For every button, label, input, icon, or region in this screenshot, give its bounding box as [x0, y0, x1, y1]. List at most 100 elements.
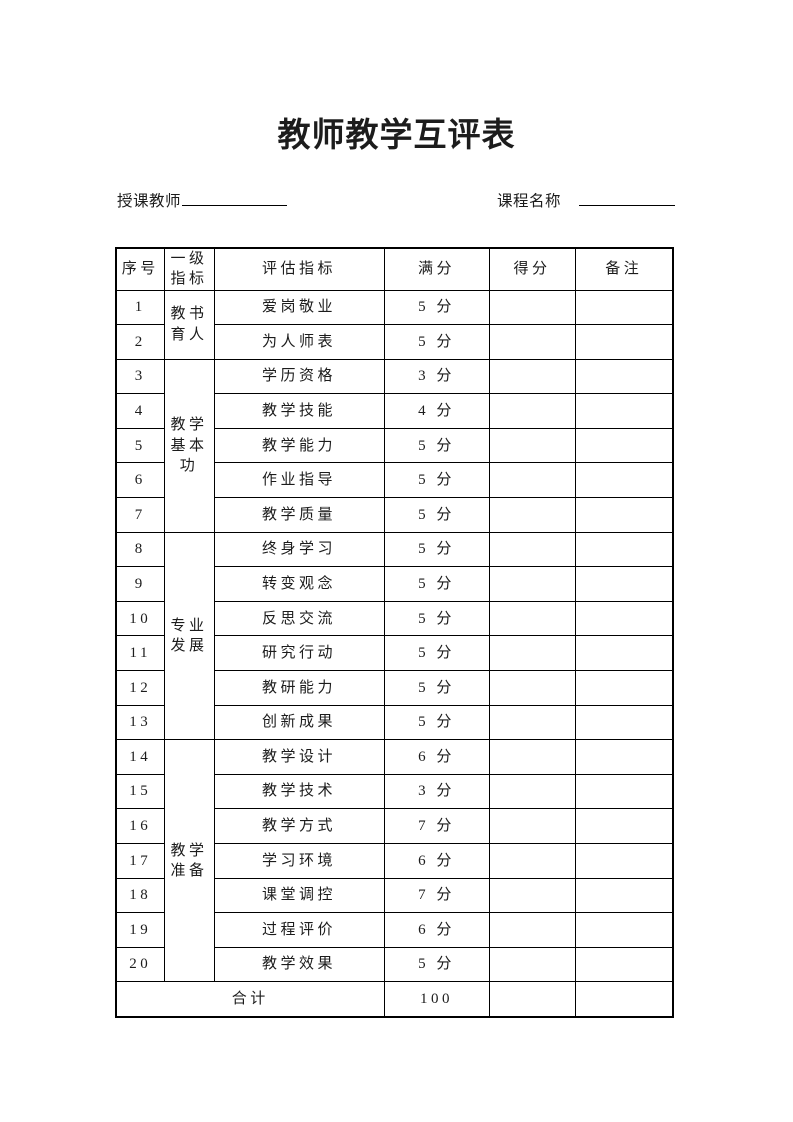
- score-cell[interactable]: [488, 912, 576, 948]
- score-cell[interactable]: [488, 600, 576, 637]
- indicator-cell: 作业指导: [213, 462, 385, 499]
- note-cell[interactable]: [574, 531, 674, 568]
- full-score-cell: 5 分: [383, 497, 490, 533]
- note-cell[interactable]: [574, 462, 674, 499]
- full-score-cell: 5 分: [383, 427, 490, 464]
- table-row: 13 创新成果 5 分: [115, 704, 674, 741]
- row-number: 5: [115, 427, 165, 464]
- full-score-cell: 6 分: [383, 843, 490, 879]
- table-row: 5 教学能力 5 分: [115, 427, 674, 464]
- table-row: 18 课堂调控 7 分: [115, 877, 674, 914]
- note-cell[interactable]: [574, 843, 674, 879]
- table-row: 16 教学方式 7 分: [115, 808, 674, 844]
- row-number: 11: [115, 635, 165, 672]
- table-row: 10 反思交流 5 分: [115, 600, 674, 637]
- score-cell[interactable]: [488, 462, 576, 499]
- row-number: 6: [115, 462, 165, 499]
- score-cell[interactable]: [488, 427, 576, 464]
- note-cell[interactable]: [574, 877, 674, 914]
- full-score-cell: 5 分: [383, 462, 490, 499]
- page-title: 教师教学互评表: [277, 118, 516, 154]
- header-note: 备注: [574, 247, 674, 291]
- score-cell[interactable]: [488, 773, 576, 810]
- table-row: 1 教书育人 爱岗敬业 5 分: [115, 289, 674, 360]
- table-row: 3 教学基本功 学历资格 3 分: [115, 358, 674, 533]
- note-cell[interactable]: [574, 739, 674, 775]
- note-cell[interactable]: [574, 670, 674, 706]
- total-label-cell: 合计: [115, 981, 385, 1018]
- note-cell[interactable]: [574, 946, 674, 983]
- score-cell[interactable]: [488, 497, 576, 533]
- score-cell[interactable]: [488, 289, 576, 326]
- score-cell[interactable]: [488, 739, 576, 775]
- full-score-cell: 3 分: [383, 358, 490, 395]
- note-cell[interactable]: [574, 808, 674, 844]
- table-row: 2 为人师表 5 分: [115, 324, 674, 360]
- indicator-cell: 创新成果: [213, 704, 385, 741]
- note-cell[interactable]: [574, 704, 674, 741]
- table-row: 11 研究行动 5 分: [115, 635, 674, 672]
- score-cell[interactable]: [488, 670, 576, 706]
- note-cell[interactable]: [574, 324, 674, 360]
- table-row: 17 学习环境 6 分: [115, 843, 674, 879]
- full-score-cell: 7 分: [383, 808, 490, 844]
- full-score-cell: 5 分: [383, 600, 490, 637]
- course-input-line[interactable]: [579, 188, 676, 206]
- score-cell[interactable]: [488, 358, 576, 395]
- table-row: 9 转变观念 5 分: [115, 566, 674, 602]
- header-no: 序号: [115, 247, 165, 291]
- row-number: 13: [115, 704, 165, 741]
- note-cell[interactable]: [574, 497, 674, 533]
- note-cell[interactable]: [574, 600, 674, 637]
- score-cell[interactable]: [488, 877, 576, 914]
- table-row: 7 教学质量 5 分: [115, 497, 674, 533]
- note-cell[interactable]: [574, 393, 674, 429]
- full-score-cell: 5 分: [383, 289, 490, 326]
- indicator-cell: 转变观念: [213, 566, 385, 602]
- note-cell[interactable]: [574, 289, 674, 326]
- table-row: 12 教研能力 5 分: [115, 670, 674, 706]
- table-row: 4 教学技能 4 分: [115, 393, 674, 429]
- row-number: 2: [115, 324, 165, 360]
- note-cell[interactable]: [574, 912, 674, 948]
- row-number: 1: [115, 289, 165, 326]
- table-row: 8 专业发展 终身学习 5 分: [115, 531, 674, 741]
- header-level1-indicator: 一级指标: [163, 247, 215, 291]
- row-number: 3: [115, 358, 165, 395]
- teacher-input-line[interactable]: [182, 188, 288, 206]
- indicator-cell: 教研能力: [213, 670, 385, 706]
- indicator-cell: 学历资格: [213, 358, 385, 395]
- row-number: 14: [115, 739, 165, 775]
- note-cell[interactable]: [574, 427, 674, 464]
- note-cell[interactable]: [574, 981, 674, 1018]
- full-score-cell: 3 分: [383, 773, 490, 810]
- score-cell[interactable]: [488, 704, 576, 741]
- indicator-cell: 研究行动: [213, 635, 385, 672]
- score-cell[interactable]: [488, 946, 576, 983]
- score-cell[interactable]: [488, 635, 576, 672]
- note-cell[interactable]: [574, 358, 674, 395]
- full-score-cell: 5 分: [383, 531, 490, 568]
- score-cell[interactable]: [488, 843, 576, 879]
- indicator-cell: 教学技能: [213, 393, 385, 429]
- full-score-cell: 4 分: [383, 393, 490, 429]
- note-cell[interactable]: [574, 635, 674, 672]
- indicator-cell: 学习环境: [213, 843, 385, 879]
- score-cell[interactable]: [488, 393, 576, 429]
- indicator-cell: 为人师表: [213, 324, 385, 360]
- score-cell[interactable]: [488, 531, 576, 568]
- full-score-cell: 6 分: [383, 912, 490, 948]
- score-cell[interactable]: [488, 981, 576, 1018]
- note-cell[interactable]: [574, 566, 674, 602]
- score-cell[interactable]: [488, 324, 576, 360]
- row-number: 18: [115, 877, 165, 914]
- score-cell[interactable]: [488, 808, 576, 844]
- header-score: 得分: [488, 247, 576, 291]
- level1-group-cell: 教书育人: [163, 289, 215, 360]
- indicator-cell: 教学技术: [213, 773, 385, 810]
- note-cell[interactable]: [574, 773, 674, 810]
- score-cell[interactable]: [488, 566, 576, 602]
- level1-group-cell: 专业发展: [163, 531, 215, 741]
- header-indicator: 评估指标: [213, 247, 385, 291]
